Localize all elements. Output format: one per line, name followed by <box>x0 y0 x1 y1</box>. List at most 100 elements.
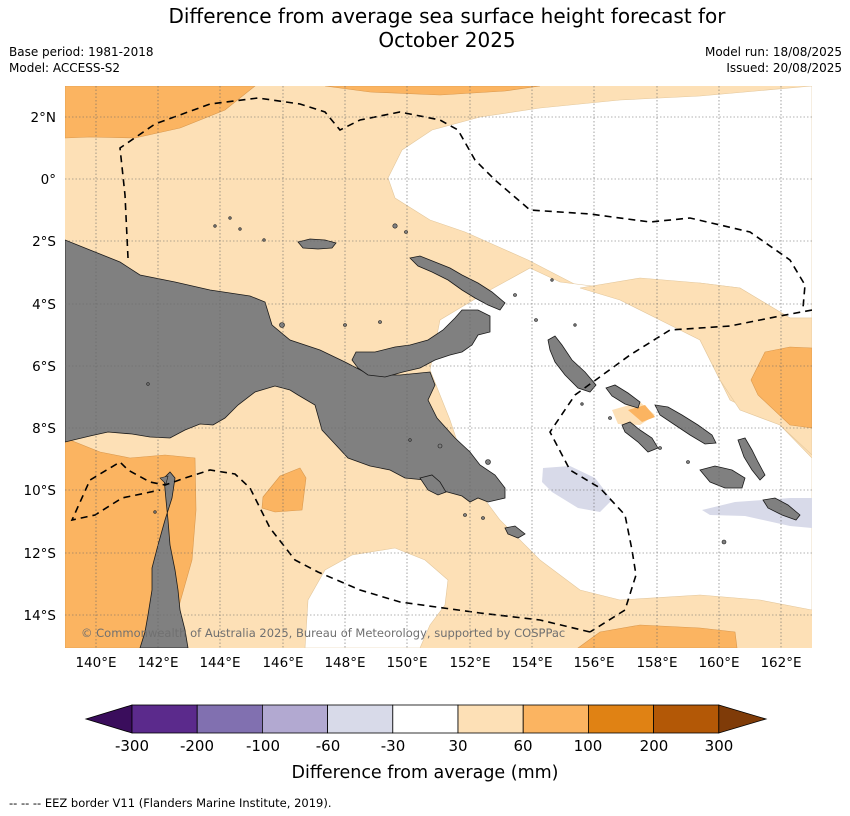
colorbar-tick-label: 60 <box>513 737 532 755</box>
colorbar-tick-label: -100 <box>246 737 280 755</box>
lat-label: 10°S <box>24 483 57 499</box>
lon-label: 156°E <box>573 655 614 671</box>
anomaly-orange-south <box>577 624 738 648</box>
colorbar-bin <box>131 704 198 734</box>
model-run: Model run: 18/08/2025 <box>704 45 842 59</box>
land-malaita <box>737 437 766 481</box>
land-manus <box>297 238 337 250</box>
islet <box>580 402 584 406</box>
eez-footer-note: -- -- -- EEZ border V11 (Flanders Marine… <box>9 796 332 810</box>
islet <box>238 227 242 231</box>
islet <box>513 293 517 297</box>
islet <box>262 238 266 242</box>
anomaly-orange-north <box>324 86 541 96</box>
lat-label: 2°S <box>32 234 56 250</box>
islet <box>550 278 554 282</box>
land-santa-isabel <box>654 404 717 445</box>
colorbar-extend-min <box>84 704 133 734</box>
anomaly-orange-northwest <box>65 86 256 139</box>
colorbar-bin <box>653 704 720 734</box>
colorbar-tick-label: -60 <box>316 737 341 755</box>
lat-label: 6°S <box>32 359 56 375</box>
anomaly-light-orange-tongue <box>579 277 812 456</box>
colorbar-tick-label: 30 <box>448 737 467 755</box>
land-louisiade <box>504 525 526 539</box>
colorbar-tick-label: -30 <box>381 737 406 755</box>
land-new-georgia <box>621 421 659 453</box>
islet <box>213 224 217 228</box>
land-choiseul <box>605 384 641 409</box>
eez-png-solomon <box>549 309 812 633</box>
colorbar-tick-label: -200 <box>180 737 214 755</box>
lon-label: 154°E <box>511 655 552 671</box>
islet <box>279 322 285 328</box>
base-period: Base period: 1981-2018 <box>9 45 154 59</box>
lat-label: 8°S <box>32 421 56 437</box>
land-guadalcanal <box>699 465 746 489</box>
lon-label: 140°E <box>75 655 116 671</box>
lon-label: 146°E <box>262 655 303 671</box>
lat-label: 0° <box>41 172 56 188</box>
colorbar-ticks: -300 -200 -100 -60 -30 30 60 100 200 300 <box>115 737 733 755</box>
islet <box>228 216 232 220</box>
land-new-guinea <box>65 239 506 503</box>
islet <box>658 446 662 450</box>
colorbar-tick-label: 300 <box>705 737 734 755</box>
lon-label: 150°E <box>386 655 427 671</box>
land-bougainville <box>547 335 597 393</box>
meta-left: Base period: 1981-2018 Model: ACCESS-S2 <box>9 44 154 76</box>
anomaly-neutral-coral-sea <box>304 547 449 648</box>
land-new-ireland <box>409 255 506 311</box>
land-torres-islets <box>159 475 169 485</box>
colorbar-bin <box>327 704 394 734</box>
issued-date: Issued: 20/08/2025 <box>726 61 842 75</box>
anomaly-orange-patch <box>628 405 655 422</box>
islet <box>146 382 150 386</box>
islet <box>408 438 412 442</box>
islet <box>463 513 467 517</box>
land-makira <box>762 497 801 521</box>
colorbar-bin <box>457 704 524 734</box>
islet <box>534 318 538 322</box>
land-new-britain <box>351 309 491 378</box>
graticule <box>65 86 812 648</box>
anomaly-orange-east <box>750 346 812 429</box>
eez-borders <box>70 97 812 633</box>
lat-label: 4°S <box>32 297 56 313</box>
colorbar-extend-max <box>718 704 768 734</box>
islet <box>392 223 398 229</box>
colorbar-tick-label: 200 <box>640 737 669 755</box>
islet <box>721 539 727 545</box>
lat-axis: 2°N 0° 2°S 4°S 6°S 8°S 10°S 12°S 14°S <box>24 110 57 624</box>
islet <box>378 320 382 324</box>
colorbar-title: Difference from average (mm) <box>291 763 558 783</box>
land-cape-york <box>139 471 189 648</box>
meta-right: Model run: 18/08/2025 Issued: 20/08/2025 <box>705 44 842 76</box>
lon-axis: 140°E 142°E 144°E 146°E 148°E 150°E 152°… <box>75 655 801 671</box>
colorbar-tick-label: 100 <box>574 737 603 755</box>
lon-label: 160°E <box>698 655 739 671</box>
title-line-1: Difference from average sea surface heig… <box>168 4 726 28</box>
chart-title: Difference from average sea surface heig… <box>0 4 850 52</box>
islet <box>608 416 612 420</box>
map-area: © Commonwealth of Australia 2025, Bureau… <box>65 86 812 648</box>
lat-label: 14°S <box>24 608 57 624</box>
colorbar <box>84 704 768 734</box>
lon-label: 144°E <box>199 655 240 671</box>
lon-label: 162°E <box>760 655 801 671</box>
colorbar-bin <box>522 704 589 734</box>
title-line-2: October 2025 <box>378 28 516 52</box>
credit-text: © Commonwealth of Australia 2025, Bureau… <box>81 626 565 640</box>
colorbar-bin <box>588 704 655 734</box>
islet <box>686 460 690 464</box>
eez-png-australia <box>70 460 591 633</box>
lon-label: 152°E <box>449 655 490 671</box>
lon-label: 158°E <box>636 655 677 671</box>
colorbar-tick-label: -300 <box>115 737 149 755</box>
islet <box>153 510 157 514</box>
colorbar-bin <box>261 704 328 734</box>
colorbar-bin <box>196 704 263 734</box>
small-islands <box>146 216 727 545</box>
anomaly-lavender-1 <box>542 466 612 512</box>
